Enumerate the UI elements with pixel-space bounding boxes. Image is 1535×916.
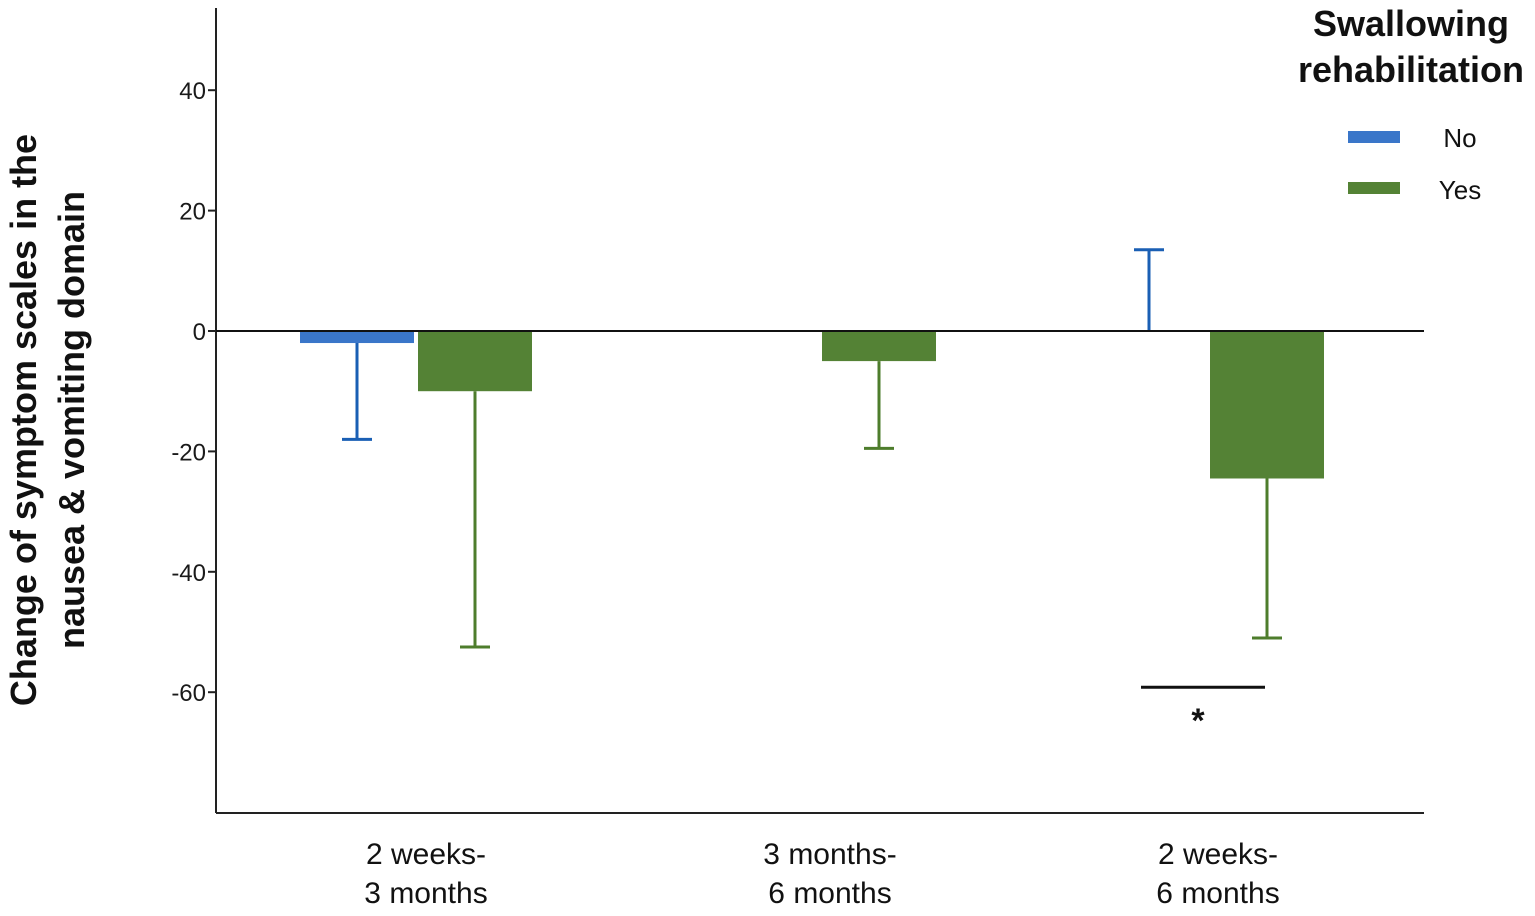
- bar-yes-1: [822, 331, 936, 362]
- x-category-label-line2: 6 months: [1156, 877, 1279, 910]
- x-category-label-line1: 3 months-: [763, 838, 896, 871]
- x-category-label-line2: 6 months: [768, 877, 891, 910]
- x-category-label-line1: 2 weeks-: [1158, 838, 1278, 871]
- legend-swatch-yes: [1348, 182, 1400, 194]
- y-tick-label: 20: [179, 199, 206, 226]
- plot-area: 40 20 0 -20 -40 -60 2 weeks- 3 months 3 months- 6…: [171, 8, 1424, 910]
- legend-title-line2: rehabilitation: [1298, 49, 1524, 90]
- y-tick-label: 0: [193, 319, 206, 346]
- legend-title-line1: Swallowing: [1313, 3, 1509, 44]
- y-tick-label: -40: [171, 560, 206, 587]
- bar-yes-0: [418, 331, 532, 392]
- bar-yes-2: [1210, 331, 1324, 479]
- significance-marker: *: [1191, 702, 1205, 740]
- y-tick-label: -60: [171, 680, 206, 707]
- legend-swatch-no: [1348, 131, 1400, 143]
- legend-label-no: No: [1443, 123, 1476, 153]
- y-tick-label: -20: [171, 439, 206, 466]
- y-axis-title-line2: nausea & vomiting domain: [51, 191, 92, 649]
- x-category-label-line1: 2 weeks-: [366, 838, 486, 871]
- legend: Swallowing rehabilitation No Yes: [1298, 3, 1524, 205]
- x-category-label-line2: 3 months: [364, 877, 487, 910]
- legend-label-yes: Yes: [1439, 175, 1481, 205]
- bar-no-0: [300, 331, 414, 344]
- y-axis-title-line1: Change of symptom scales in the: [3, 134, 44, 706]
- y-tick-label: 40: [179, 78, 206, 105]
